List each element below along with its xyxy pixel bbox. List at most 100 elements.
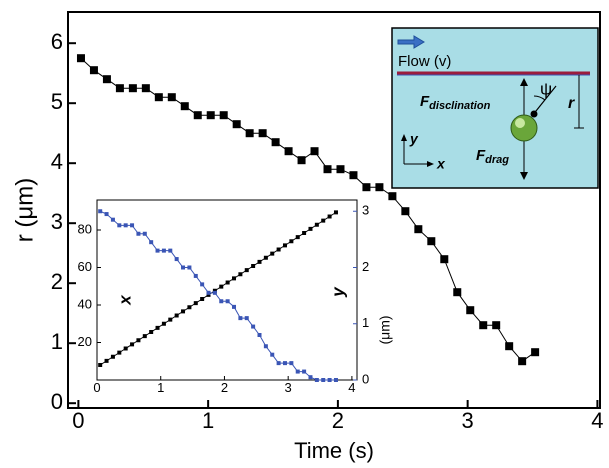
- data-point: [104, 358, 109, 363]
- data-point: [200, 282, 205, 287]
- data-point: [282, 243, 287, 248]
- data-point: [181, 309, 186, 314]
- inset-y2-label: y: [328, 286, 347, 298]
- data-point: [219, 111, 228, 120]
- axis-y-label: y: [409, 131, 419, 147]
- data-point: [130, 342, 135, 347]
- data-point: [245, 129, 254, 138]
- data-point: [251, 264, 256, 268]
- data-point: [263, 344, 268, 349]
- data-point: [321, 218, 326, 223]
- data-point: [123, 223, 128, 228]
- data-point: [375, 183, 384, 192]
- plot-area: [96, 199, 358, 381]
- data-point: [276, 361, 281, 366]
- data-point: [302, 369, 307, 374]
- arrowhead: [401, 134, 407, 141]
- drag-symbol: F: [476, 147, 486, 164]
- data-point: [282, 361, 287, 366]
- data-point: [244, 316, 249, 321]
- r-label: r: [568, 95, 575, 112]
- data-point: [479, 321, 488, 330]
- data-point: [276, 247, 281, 252]
- data-point: [238, 272, 243, 277]
- data-point: [117, 350, 122, 355]
- data-point: [333, 210, 338, 215]
- arrowhead: [520, 172, 528, 180]
- x-tick-label: 3: [462, 408, 474, 433]
- data-point: [257, 259, 262, 264]
- data-point: [238, 316, 243, 321]
- data-point: [193, 273, 198, 278]
- data-point: [284, 147, 293, 156]
- data-point: [440, 255, 449, 264]
- x-tick-label: 1: [202, 408, 214, 433]
- data-point: [104, 212, 109, 217]
- data-point: [297, 156, 306, 165]
- data-point: [161, 321, 166, 326]
- data-point: [270, 352, 275, 357]
- data-point: [149, 330, 154, 334]
- data-point: [531, 348, 540, 357]
- data-point: [336, 165, 345, 174]
- angle-arc: [533, 95, 546, 101]
- data-point: [115, 84, 124, 93]
- data-point: [155, 325, 160, 330]
- data-point: [142, 334, 147, 339]
- data-point: [168, 248, 173, 253]
- data-point: [117, 223, 122, 228]
- data-point: [200, 297, 205, 301]
- data-point: [136, 338, 141, 343]
- y2-tick-label: 3: [362, 203, 369, 218]
- data-point: [333, 378, 338, 382]
- particle: [510, 114, 538, 142]
- data-point: [98, 363, 103, 367]
- data-point: [323, 165, 332, 174]
- x-tick-label: 2: [221, 380, 228, 395]
- y2-tick-label: 1: [362, 315, 369, 330]
- x-tick-label: 1: [157, 380, 164, 395]
- y-tick-label: 2: [51, 269, 63, 294]
- director-line: [531, 85, 557, 117]
- x-tick-label: 4: [348, 380, 355, 395]
- data-point: [289, 239, 294, 244]
- x-tick-label: 0: [72, 408, 84, 433]
- data-point: [295, 235, 300, 240]
- data-point: [270, 251, 275, 256]
- y-tick-label: 6: [51, 29, 63, 54]
- flow-arrow: [397, 35, 425, 49]
- force-symbol: F: [420, 93, 430, 110]
- x-tick-label: 3: [285, 380, 292, 395]
- psi-label: ψ: [540, 79, 552, 98]
- data-point: [453, 288, 462, 297]
- data-point: [181, 265, 186, 270]
- y-tick-label: 3: [51, 209, 63, 234]
- data-point: [180, 102, 189, 111]
- flow-label: Flow (v): [398, 53, 451, 70]
- data-point: [136, 231, 141, 236]
- data-point: [212, 290, 217, 295]
- data-point: [225, 299, 230, 304]
- data-point: [414, 225, 423, 234]
- y2-tick-label: 2: [362, 259, 369, 274]
- data-point: [362, 183, 371, 192]
- y2-tick-label: 0: [362, 371, 369, 386]
- inset-y2-unit: (μm): [377, 315, 393, 344]
- data-point: [427, 237, 436, 246]
- arrowhead: [427, 161, 434, 167]
- data-point: [76, 54, 85, 63]
- data-point: [168, 317, 173, 322]
- data-point: [187, 305, 192, 310]
- data-point: [219, 299, 224, 304]
- schematic-box: [391, 27, 599, 189]
- y-tick-label: 4: [51, 149, 63, 174]
- y-tick-label: 0: [51, 389, 63, 414]
- data-point: [232, 304, 237, 309]
- data-point: [314, 222, 319, 227]
- data-point: [155, 248, 160, 253]
- anchor-dot: [530, 110, 538, 118]
- data-point: [251, 324, 256, 329]
- arrowhead: [520, 78, 528, 86]
- data-point: [161, 248, 166, 253]
